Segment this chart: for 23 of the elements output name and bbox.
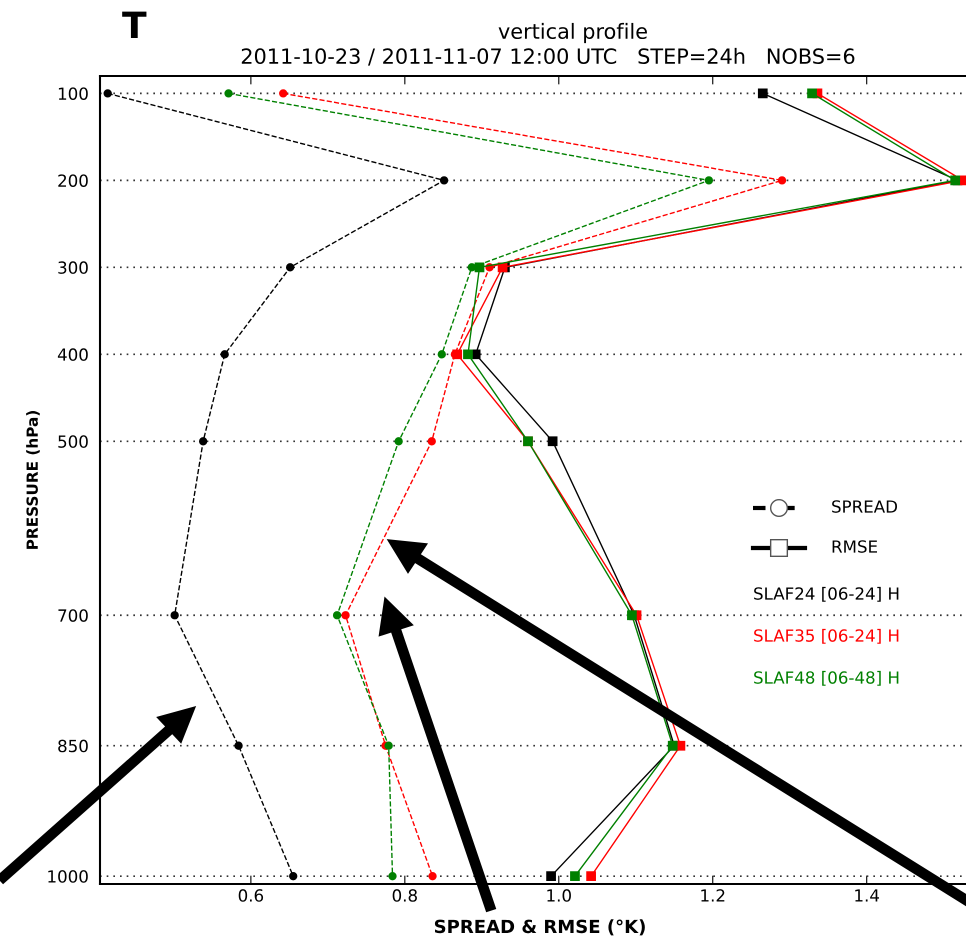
- text: T: [122, 12, 146, 38]
- y-tick-label: 500: [58, 435, 88, 448]
- y-tick-label: 850: [58, 740, 88, 752]
- annotation: RMSE: [832, 540, 878, 553]
- x-tick-label: 1.0: [547, 889, 571, 902]
- y-tick-label: 700: [58, 609, 88, 622]
- text: SLAF48 [06-48] H: [754, 670, 898, 686]
- y-tick-label: 1000: [48, 870, 88, 883]
- x-tick-label: 0.6: [238, 889, 264, 902]
- y-tick-label: 300: [58, 261, 88, 274]
- annotation: SPREAD: [832, 500, 897, 513]
- x-tick-label: 0.8: [392, 889, 417, 902]
- y-tick-label: 200: [58, 174, 88, 187]
- text: SLAF24 [06-24] H: [754, 586, 898, 602]
- chart-subtitle: 2011-10-23 / 2011-11-07 12:00 UTC STEP=24h NOBS=6: [242, 48, 854, 66]
- y-axis-title: PRESSURE (hPa): [26, 411, 40, 549]
- text: SLAF35 [06-24] H: [754, 628, 898, 644]
- y-tick-label: 400: [58, 348, 88, 361]
- x-tick-label: 1.2: [701, 889, 724, 902]
- x-axis-title: SPREAD & RMSE (°K): [434, 919, 645, 936]
- x-tick-label: 1.4: [855, 889, 880, 902]
- chart-title: vertical profile: [498, 22, 647, 44]
- y-tick-label: 100: [58, 87, 88, 100]
